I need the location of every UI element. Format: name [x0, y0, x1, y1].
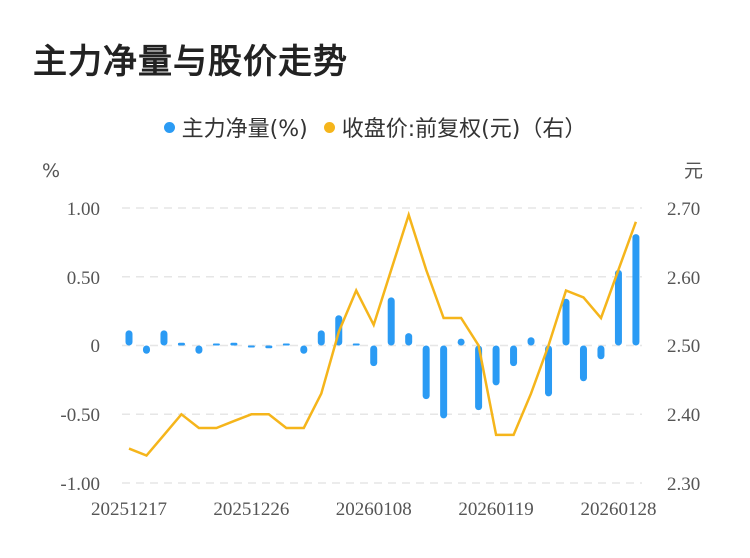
right-tick: 2.30 — [667, 474, 700, 495]
net-flow-bar[interactable] — [492, 345, 500, 386]
right-tick: 2.40 — [667, 405, 700, 426]
chart-title: 主力净量与股价走势 — [33, 42, 348, 82]
legend-dot-blue-icon — [163, 121, 175, 133]
net-flow-bar[interactable] — [370, 345, 378, 367]
net-flow-bar[interactable] — [195, 345, 203, 354]
x-tick-label: 20260119 — [458, 499, 533, 520]
net-flow-bar[interactable] — [632, 234, 640, 346]
legend-label-close-price: 收盘价:前复权(元)（右） — [341, 117, 587, 142]
net-flow-bar[interactable] — [614, 269, 622, 346]
left-tick: 0 — [91, 336, 101, 357]
right-tick: 2.50 — [667, 336, 700, 357]
net-flow-bars — [125, 234, 640, 419]
net-flow-bar[interactable] — [387, 297, 395, 346]
net-flow-bar[interactable] — [440, 345, 448, 419]
net-flow-bar[interactable] — [545, 345, 553, 397]
left-axis-ticks: 1.00 0.50 0 -0.50 -1.00 — [60, 199, 100, 495]
right-tick: 2.60 — [667, 268, 700, 289]
x-axis-ticks: 20251217 20251226 20260108 20260119 20260128 — [91, 499, 656, 520]
right-tick: 2.70 — [667, 199, 700, 220]
x-tick-label: 20251226 — [213, 499, 289, 520]
x-tick-label: 20260128 — [580, 499, 656, 520]
net-flow-bar[interactable] — [579, 345, 587, 382]
left-tick: 0.50 — [67, 268, 100, 289]
net-flow-bar[interactable] — [125, 330, 133, 346]
legend-item-close-price[interactable]: 收盘价:前复权(元)（右） — [323, 111, 587, 143]
net-flow-bar[interactable] — [527, 337, 535, 346]
net-flow-bar[interactable] — [212, 343, 220, 346]
net-flow-bar[interactable] — [475, 345, 483, 411]
net-flow-bar[interactable] — [177, 342, 185, 346]
legend-item-net-flow[interactable]: 主力净量(%) — [163, 111, 308, 143]
net-flow-bar[interactable] — [265, 345, 273, 349]
net-flow-bar[interactable] — [142, 345, 150, 354]
left-tick: -0.50 — [60, 405, 100, 426]
left-tick: 1.00 — [67, 199, 100, 220]
legend-dot-orange-icon — [323, 121, 335, 133]
net-flow-bar[interactable] — [405, 333, 413, 346]
net-flow-bar[interactable] — [510, 345, 518, 367]
close-price-line — [128, 210, 638, 457]
net-flow-bar[interactable] — [562, 298, 570, 346]
x-tick-label: 20251217 — [91, 499, 167, 520]
grid-lines — [122, 207, 642, 484]
net-flow-bar[interactable] — [247, 345, 255, 348]
net-flow-bar[interactable] — [282, 343, 290, 346]
right-axis-ticks: 2.70 2.60 2.50 2.40 2.30 — [667, 199, 700, 495]
legend-label-net-flow: 主力净量(%) — [181, 117, 308, 142]
net-flow-bar[interactable] — [352, 343, 360, 346]
net-flow-bar[interactable] — [422, 345, 430, 400]
net-flow-bar[interactable] — [230, 342, 238, 346]
left-axis-unit: % — [42, 160, 60, 182]
right-axis-unit: 元 — [684, 160, 703, 182]
net-flow-bar[interactable] — [317, 330, 325, 346]
net-flow-bar[interactable] — [300, 345, 308, 354]
left-tick: -1.00 — [60, 474, 100, 495]
x-tick-label: 20260108 — [336, 499, 412, 520]
net-flow-bar[interactable] — [597, 345, 605, 360]
net-flow-bar[interactable] — [160, 330, 168, 346]
net-flow-bar[interactable] — [457, 338, 465, 346]
chart-legend: 主力净量(%) 收盘价:前复权(元)（右） — [0, 111, 750, 143]
